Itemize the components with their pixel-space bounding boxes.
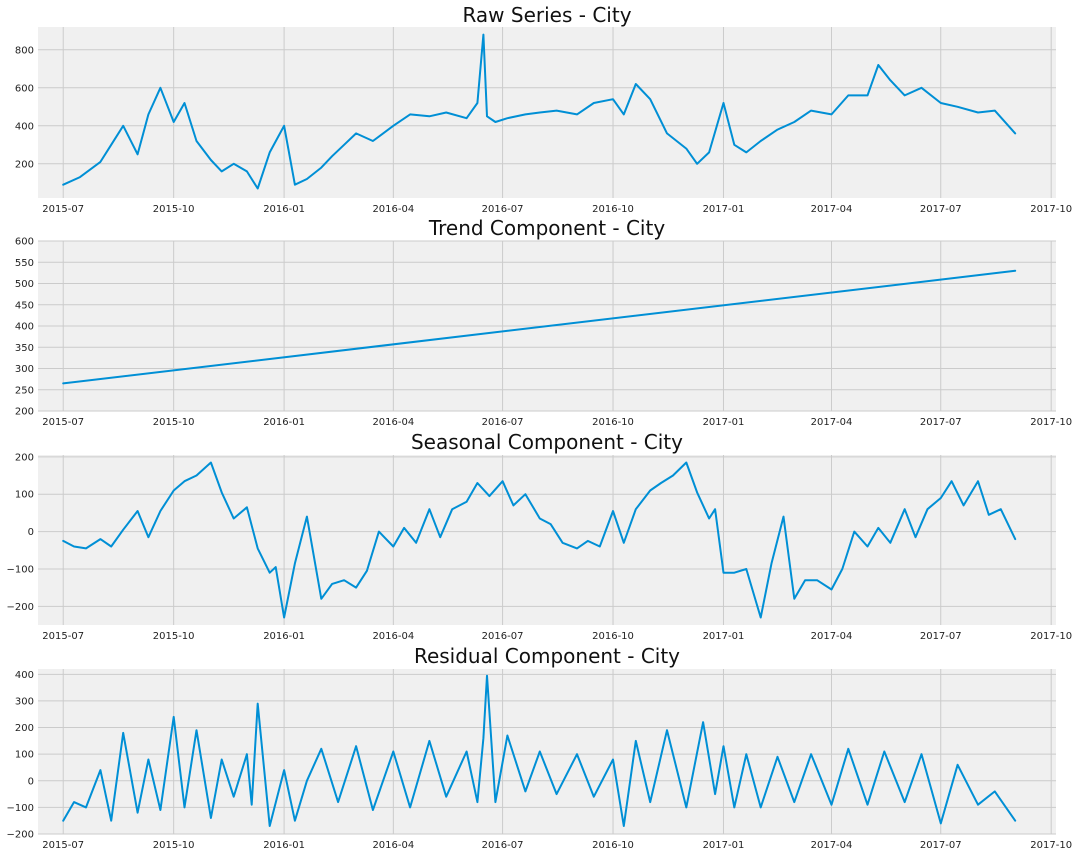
x-tick-label: 2017-10 [1030,631,1072,642]
x-tick-label: 2015-07 [42,840,84,851]
y-tick-label: 600 [15,237,34,248]
y-tick-label: 200 [15,407,34,418]
chart-panel-4: −200 −100 0 100 200 300 400 2015-07 2015-10 2016-… [7,644,1072,851]
x-tick-label: 2017-04 [811,631,853,642]
x-tick-label: 2016-01 [263,840,305,851]
y-tick-label: 200 [15,452,34,463]
chart-title: Seasonal Component - City [411,430,683,454]
x-tick-label: 2017-01 [703,840,745,851]
y-tick-label: −100 [7,803,34,814]
series-line-1 [62,461,1017,619]
x-tick-label: 2016-07 [482,631,524,642]
x-tick-label: 2016-10 [592,417,634,428]
x-tick-label: 2017-01 [703,631,745,642]
y-tick-label: 450 [15,300,34,311]
y-tick-label: 600 [15,83,34,94]
x-tick-label: 2016-04 [372,840,414,851]
y-tick-label: 250 [15,385,34,396]
x-tick-label: 2017-07 [920,840,962,851]
x-tick-label: 2016-01 [263,631,305,642]
x-tick-label: 2015-07 [42,204,84,215]
chart-panel-3: −200 −100 0 100 200 2015-07 2015-10 2016-01 2016… [7,430,1072,642]
y-tick-label: 350 [15,343,34,354]
x-tick-label: 2016-04 [372,204,414,215]
series-line-1 [62,674,1017,827]
x-tick-label: 2016-04 [372,417,414,428]
x-tick-label: 2015-10 [153,204,195,215]
x-tick-label: 2015-10 [153,840,195,851]
y-tick-label: −200 [7,830,34,841]
x-tick-label: 2017-07 [920,204,962,215]
plot-area [38,669,1056,834]
x-tick-label: 2017-07 [920,631,962,642]
x-tick-label: 2015-07 [42,417,84,428]
y-tick-label: 800 [15,45,34,56]
x-tick-label: 2017-01 [703,417,745,428]
y-tick-label: 400 [15,121,34,132]
x-tick-label: 2017-10 [1030,417,1072,428]
x-tick-label: 2016-01 [263,204,305,215]
x-tick-label: 2015-10 [153,417,195,428]
x-tick-label: 2016-01 [263,417,305,428]
x-tick-label: 2017-10 [1030,204,1072,215]
chart-panel-1: 200 400 600 800 2015-07 2015-10 2016-01 2016-04… [15,3,1072,215]
y-tick-label: 400 [15,670,34,681]
y-tick-label: 0 [28,776,34,787]
y-tick-label: −100 [7,564,34,575]
y-tick-label: 100 [15,750,34,761]
x-tick-label: 2017-01 [703,204,745,215]
plot-area [38,455,1056,625]
series-line-1 [62,269,1017,385]
chart-panel-2: 200 250 300 350 400 450 500 550 600 2015-07 2015-1… [15,216,1072,428]
x-tick-label: 2016-10 [592,204,634,215]
x-tick-label: 2016-10 [592,631,634,642]
x-tick-label: 2017-04 [811,417,853,428]
x-tick-label: 2017-07 [920,417,962,428]
chart-title: Trend Component - City [428,216,666,240]
y-tick-label: −200 [7,602,34,613]
x-tick-label: 2016-10 [592,840,634,851]
y-tick-label: 400 [15,322,34,333]
x-tick-label: 2016-07 [482,204,524,215]
x-tick-label: 2015-10 [153,631,195,642]
x-tick-label: 2016-07 [482,417,524,428]
x-tick-label: 2017-04 [811,204,853,215]
x-tick-label: 2016-07 [482,840,524,851]
series-line-1 [62,33,1017,190]
y-tick-label: 200 [15,723,34,734]
chart-title: Residual Component - City [414,644,680,668]
y-tick-label: 100 [15,490,34,501]
y-tick-label: 0 [28,527,34,538]
y-tick-label: 500 [15,279,34,290]
y-tick-label: 200 [15,159,34,170]
x-tick-label: 2015-07 [42,631,84,642]
y-tick-label: 550 [15,258,34,269]
y-tick-label: 300 [15,364,34,375]
x-tick-label: 2017-10 [1030,840,1072,851]
x-tick-label: 2016-04 [372,631,414,642]
y-tick-label: 300 [15,696,34,707]
chart-title: Raw Series - City [462,3,631,27]
x-tick-label: 2017-04 [811,840,853,851]
